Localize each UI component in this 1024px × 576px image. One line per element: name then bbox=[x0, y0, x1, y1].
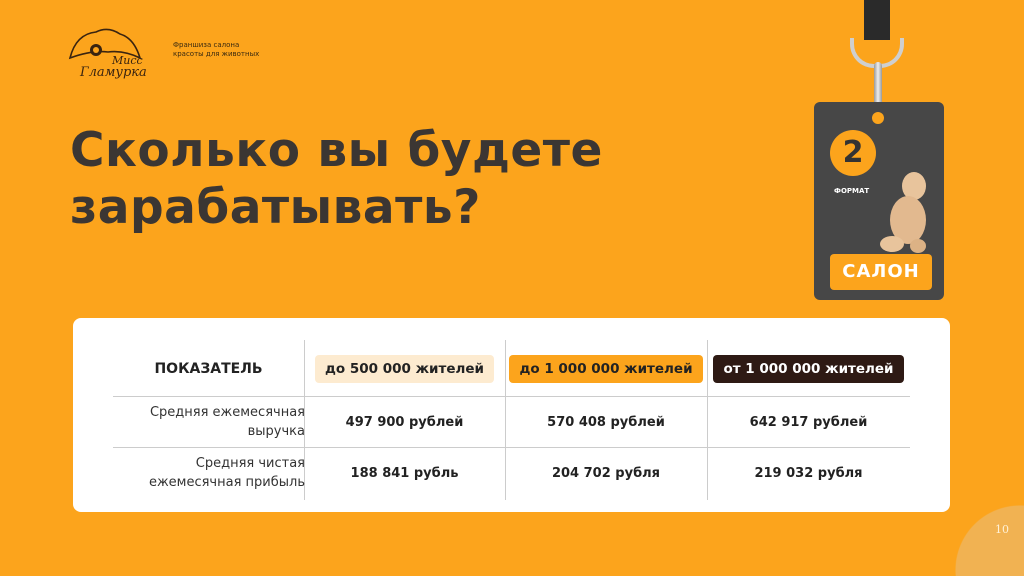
row-label-line: выручка bbox=[247, 424, 305, 439]
title-line2: зарабатывать? bbox=[70, 180, 481, 235]
divider bbox=[707, 340, 708, 500]
table-cell: 188 841 рубль bbox=[350, 465, 459, 481]
divider bbox=[113, 447, 910, 448]
header-indicator: ПОКАЗАТЕЛЬ bbox=[154, 361, 263, 377]
format-badge: 2 ФОРМАТ САЛОН bbox=[814, 102, 944, 300]
format-name: САЛОН bbox=[830, 254, 932, 290]
lanyard-strap bbox=[864, 0, 890, 40]
tagline-line1: Франшиза салона bbox=[173, 41, 240, 49]
tagline: Франшиза салона красоты для животных bbox=[173, 41, 259, 59]
brand-logo: Мисс Гламурка bbox=[68, 28, 147, 80]
title-line1: Сколько вы будете bbox=[70, 123, 603, 178]
divider bbox=[113, 396, 910, 397]
tagline-line2: красоты для животных bbox=[173, 50, 260, 58]
page-number: 10 bbox=[995, 523, 1009, 536]
column-header-3: от 1 000 000 жителей bbox=[707, 346, 910, 392]
page-title: Сколько вы будете зарабатывать? bbox=[70, 122, 603, 236]
row-label-profit: Средняя чистая ежемесячная прибыль bbox=[105, 454, 305, 492]
row-label-line: Средняя ежемесячная bbox=[149, 405, 305, 420]
row-label-line: ежемесячная прибыль bbox=[148, 475, 305, 490]
table-cell: 204 702 рубля bbox=[551, 465, 661, 481]
column-pill: от 1 000 000 жителей bbox=[713, 355, 904, 383]
format-label: ФОРМАТ bbox=[834, 187, 870, 195]
svg-text:Мисс: Мисс bbox=[111, 54, 143, 67]
format-number: 2 bbox=[830, 130, 876, 176]
badge-hole bbox=[872, 112, 884, 124]
row-label-line: Средняя чистая bbox=[195, 456, 305, 471]
table-cell: 497 900 рублей bbox=[345, 414, 464, 430]
divider bbox=[505, 340, 506, 500]
page-number-circle bbox=[955, 505, 1024, 576]
table-cell: 642 917 рублей bbox=[749, 414, 868, 430]
lanyard-clip bbox=[874, 62, 882, 122]
column-header-1: до 500 000 жителей bbox=[304, 346, 505, 392]
table-cell: 219 032 рубля bbox=[754, 465, 863, 481]
column-pill: до 1 000 000 жителей bbox=[509, 355, 703, 383]
earnings-table: ПОКАЗАТЕЛЬ до 500 000 жителей до 1 000 0… bbox=[73, 318, 950, 512]
column-header-2: до 1 000 000 жителей bbox=[505, 346, 707, 392]
row-label-revenue: Средняя ежемесячная выручка bbox=[105, 403, 305, 441]
svg-text:Гламурка: Гламурка bbox=[79, 65, 147, 80]
divider bbox=[304, 340, 305, 500]
poodle-image bbox=[880, 172, 926, 253]
table-cell: 570 408 рублей bbox=[547, 414, 665, 430]
column-pill: до 500 000 жителей bbox=[314, 355, 494, 383]
